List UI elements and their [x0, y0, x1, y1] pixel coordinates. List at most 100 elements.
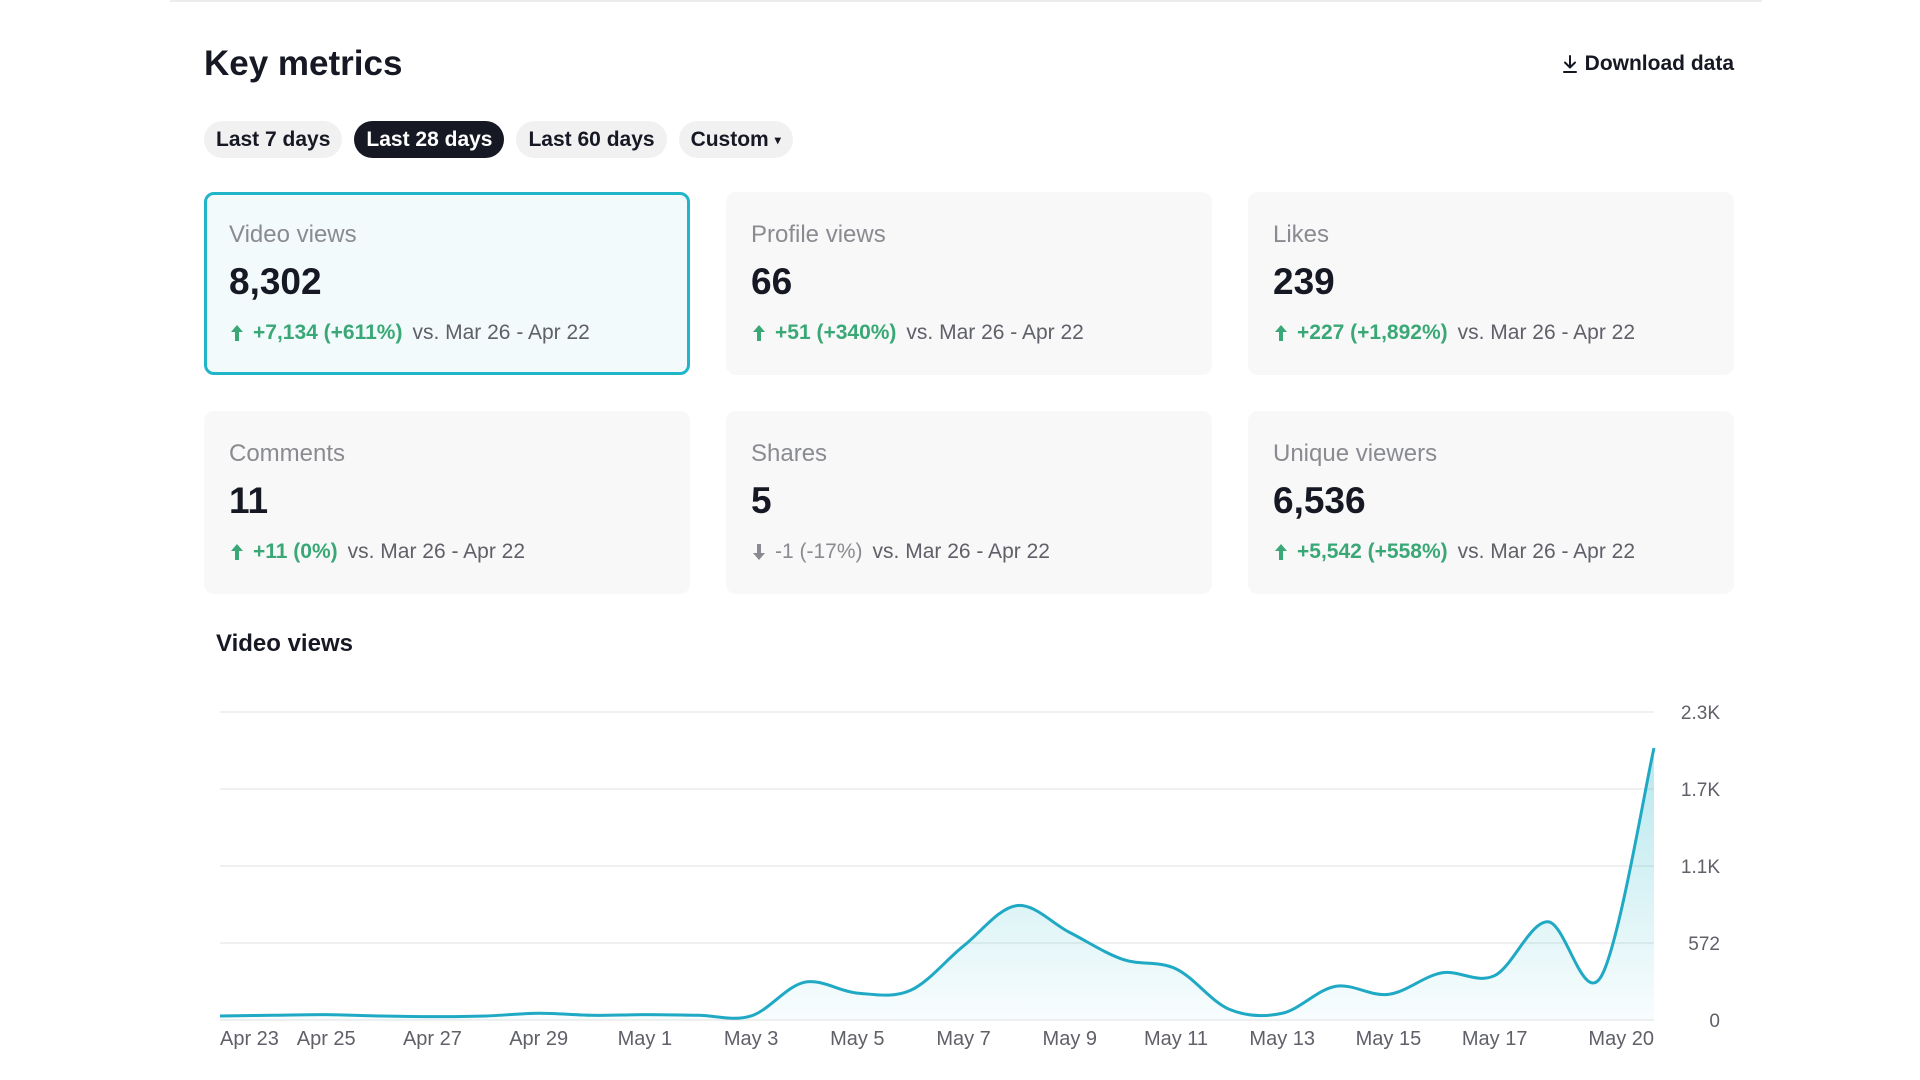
x-tick-label: Apr 27 [403, 1028, 462, 1050]
data-point[interactable] [1276, 1007, 1288, 1019]
y-tick-label: 572 [1688, 934, 1720, 955]
y-tick-label: 2.3K [1681, 703, 1720, 724]
arrow-down-icon [753, 544, 765, 560]
x-tick-label: Apr 23 [220, 1028, 279, 1050]
data-point[interactable] [1542, 916, 1554, 928]
x-tick-label: May 11 [1144, 1028, 1208, 1050]
metric-compare-range: vs. Mar 26 - Apr 22 [347, 540, 526, 563]
metric-change: +5,542 (+558%) vs. Mar 26 - Apr 22 [1273, 540, 1709, 564]
data-point[interactable] [639, 1009, 651, 1021]
data-point[interactable] [1064, 927, 1076, 939]
data-point[interactable] [1595, 971, 1607, 983]
metric-card-comments[interactable]: Comments 11 +11 (0%) vs. Mar 26 - Apr 22 [204, 411, 690, 594]
data-point[interactable] [214, 1010, 226, 1022]
metric-change: +227 (+1,892%) vs. Mar 26 - Apr 22 [1273, 321, 1709, 345]
data-point[interactable] [904, 984, 916, 996]
download-data-button[interactable]: Download data [1561, 52, 1734, 76]
data-point[interactable] [1170, 963, 1182, 975]
metric-value: 5 [751, 480, 772, 521]
metric-change: +11 (0%) vs. Mar 26 - Apr 22 [229, 540, 665, 564]
filter-last-28-days[interactable]: Last 28 days [354, 121, 505, 158]
metric-delta: +5,542 (+558%) [1297, 540, 1448, 563]
metric-compare-range: vs. Mar 26 - Apr 22 [906, 321, 1084, 344]
x-tick-label: Apr 29 [509, 1028, 568, 1050]
metric-card-shares[interactable]: Shares 5 -1 (-17%) vs. Mar 26 - Apr 22 [726, 411, 1212, 594]
filter-custom-dropdown[interactable]: Custom ▾ [678, 121, 793, 158]
x-tick-label: May 17 [1462, 1028, 1528, 1050]
metric-card-video-views[interactable]: Video views 8,302 +7,134 (+611%) vs. Mar… [204, 192, 690, 375]
filter-last-7-days[interactable]: Last 7 days [204, 121, 343, 158]
metric-delta: -1 (-17%) [775, 540, 863, 563]
metric-change: +51 (+340%) vs. Mar 26 - Apr 22 [751, 321, 1187, 345]
data-point[interactable] [745, 1010, 757, 1022]
download-icon [1562, 55, 1577, 73]
metric-label: Profile views [751, 221, 886, 248]
metric-compare-range: vs. Mar 26 - Apr 22 [1457, 321, 1636, 344]
metric-value: 11 [229, 480, 269, 521]
data-point[interactable] [798, 976, 810, 988]
arrow-up-icon [1275, 544, 1287, 560]
x-tick-label: May 9 [1043, 1028, 1097, 1050]
x-tick-label: May 15 [1356, 1028, 1422, 1050]
data-point[interactable] [533, 1007, 545, 1019]
arrow-up-icon [231, 544, 243, 560]
data-point[interactable] [692, 1009, 704, 1021]
metric-change: -1 (-17%) vs. Mar 26 - Apr 22 [751, 540, 1187, 564]
metric-card-unique-viewers[interactable]: Unique viewers 6,536 +5,542 (+558%) vs. … [1248, 411, 1734, 594]
metric-card-profile-views[interactable]: Profile views 66 +51 (+340%) vs. Mar 26 … [726, 192, 1212, 375]
metric-label: Unique viewers [1273, 440, 1438, 467]
data-point[interactable] [1329, 980, 1341, 992]
arrow-up-icon [1275, 325, 1287, 341]
x-tick-label: May 5 [830, 1028, 884, 1050]
y-tick-label: 0 [1709, 1011, 1720, 1032]
video-views-line [219, 747, 1656, 1020]
data-point[interactable] [851, 987, 863, 999]
x-tick-label: May 13 [1249, 1028, 1315, 1050]
chart-title: Video views [216, 630, 353, 657]
metric-compare-range: vs. Mar 26 - Apr 22 [412, 321, 590, 344]
metric-cards: Video views 8,302 +7,134 (+611%) vs. Mar… [204, 192, 1734, 594]
data-point[interactable] [1382, 988, 1394, 1000]
data-point[interactable] [1489, 970, 1501, 982]
data-point[interactable] [426, 1011, 438, 1023]
data-point[interactable] [320, 1009, 332, 1021]
y-tick-label: 1.7K [1681, 780, 1720, 801]
x-tick-label: May 7 [936, 1028, 990, 1050]
metric-compare-range: vs. Mar 26 - Apr 22 [1457, 540, 1636, 563]
metric-card-likes[interactable]: Likes 239 +227 (+1,892%) vs. Mar 26 - Ap… [1248, 192, 1734, 375]
x-tick-label: May 1 [618, 1028, 672, 1050]
y-tick-label: 1.1K [1681, 857, 1720, 878]
data-point[interactable] [373, 1010, 385, 1022]
metric-label: Shares [751, 440, 828, 467]
metric-label: Comments [229, 440, 346, 467]
data-point[interactable] [958, 940, 970, 952]
data-point[interactable] [1011, 900, 1023, 912]
page-title: Key metrics [204, 44, 403, 83]
download-data-label: Download data [1584, 52, 1734, 75]
metric-value: 239 [1273, 261, 1335, 302]
metric-compare-range: vs. Mar 26 - Apr 22 [872, 540, 1050, 563]
metric-change: +7,134 (+611%) vs. Mar 26 - Apr 22 [229, 321, 665, 345]
x-tick-label: Apr 25 [297, 1028, 356, 1050]
metric-delta: +11 (0%) [253, 540, 338, 563]
video-views-area [220, 748, 1654, 1020]
metric-value: 8,302 [229, 261, 322, 302]
filter-last-60-days[interactable]: Last 60 days [516, 121, 667, 158]
data-point[interactable] [1223, 1003, 1235, 1015]
metric-delta: +51 (+340%) [775, 321, 897, 344]
data-point[interactable] [480, 1010, 492, 1022]
top-divider [170, 0, 1762, 2]
data-point[interactable] [1648, 742, 1660, 754]
metric-label: Likes [1273, 221, 1330, 248]
metric-delta: +227 (+1,892%) [1297, 321, 1448, 344]
data-point[interactable] [586, 1009, 598, 1021]
metric-value: 66 [751, 261, 793, 302]
metric-value: 6,536 [1273, 480, 1366, 521]
data-point[interactable] [267, 1009, 279, 1021]
metric-delta: +7,134 (+611%) [253, 321, 403, 344]
date-range-filters: Last 7 days Last 28 days Last 60 days Cu… [204, 121, 793, 158]
video-views-chart: 0 572 1.1K 1.7K 2.3K Apr 23 Apr 25 Apr 27 Apr 2… [214, 703, 1720, 1050]
arrow-up-icon [753, 325, 765, 341]
data-point[interactable] [1436, 967, 1448, 979]
data-point[interactable] [1117, 953, 1129, 965]
